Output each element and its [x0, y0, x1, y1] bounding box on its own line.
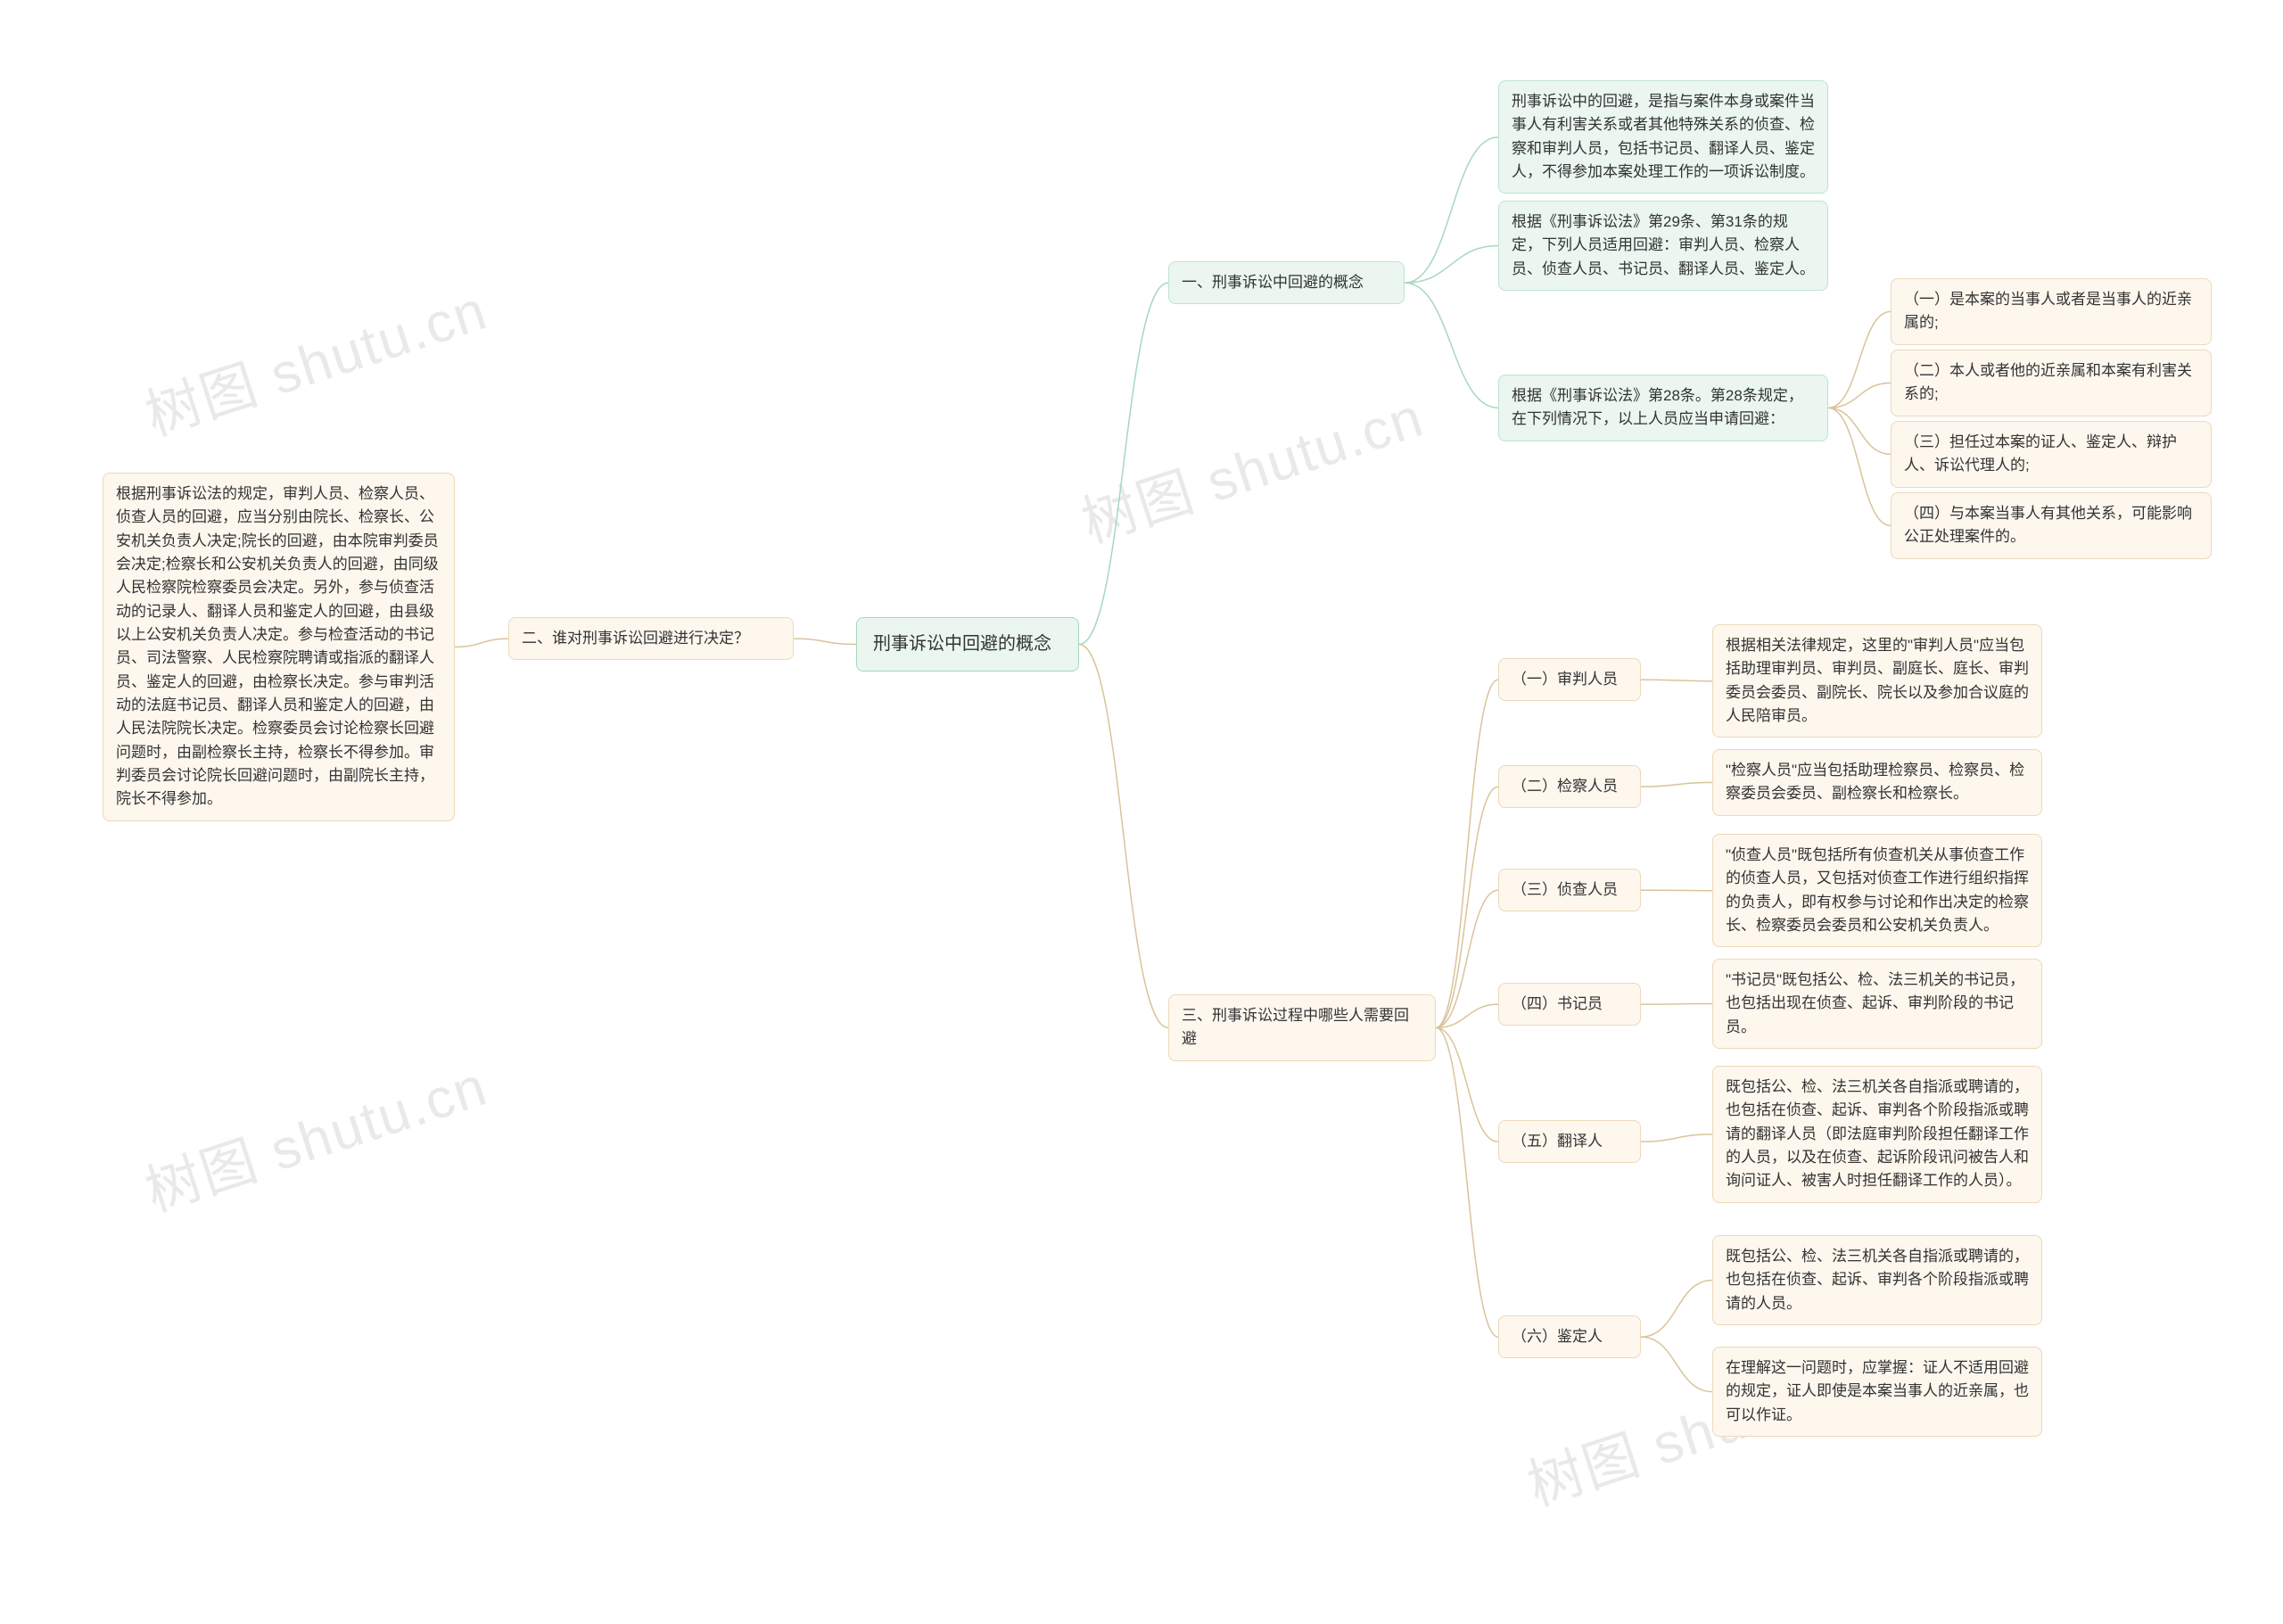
who-judge-desc: 根据相关法律规定，这里的"审判人员"应当包括助理审判员、审判员、副庭长、庭长、审… [1712, 624, 2042, 738]
who-investigator[interactable]: （三）侦查人员 [1498, 869, 1641, 911]
leaf-cond-2: （二）本人或者他的近亲属和本案有利害关系的; [1891, 350, 2212, 416]
who-appraiser-desc2: 在理解这一问题时，应掌握：证人不适用回避的规定，证人即使是本案当事人的近亲属，也… [1712, 1347, 2042, 1437]
who-appraiser[interactable]: （六）鉴定人 [1498, 1315, 1641, 1358]
leaf-cond-1: （一）是本案的当事人或者是当事人的近亲属的; [1891, 278, 2212, 345]
who-clerk[interactable]: （四）书记员 [1498, 983, 1641, 1026]
watermark: 树图 shutu.cn [134, 1041, 496, 1226]
branch-decision[interactable]: 二、谁对刑事诉讼回避进行决定？ [508, 617, 794, 660]
who-prosecutor[interactable]: （二）检察人员 [1498, 765, 1641, 808]
who-prosecutor-desc: "检察人员"应当包括助理检察员、检察员、检察委员会委员、副检察长和检察长。 [1712, 749, 2042, 816]
leaf-concept-scope: 根据《刑事诉讼法》第29条、第31条的规定，下列人员适用回避：审判人员、检察人员… [1498, 201, 1828, 291]
leaf-cond-3: （三）担任过本案的证人、鉴定人、辩护人、诉讼代理人的; [1891, 421, 2212, 488]
branch-concept[interactable]: 一、刑事诉讼中回避的概念 [1168, 261, 1405, 304]
who-clerk-desc: "书记员"既包括公、检、法三机关的书记员，也包括出现在侦查、起诉、审判阶段的书记… [1712, 959, 2042, 1049]
root-node[interactable]: 刑事诉讼中回避的概念 [856, 617, 1079, 672]
who-appraiser-desc1: 既包括公、检、法三机关各自指派或聘请的，也包括在侦查、起诉、审判各个阶段指派或聘… [1712, 1235, 2042, 1325]
who-translator[interactable]: （五）翻译人 [1498, 1120, 1641, 1163]
leaf-concept-conditions: 根据《刑事诉讼法》第28条。第28条规定，在下列情况下，以上人员应当申请回避： [1498, 375, 1828, 441]
watermark: 树图 shutu.cn [134, 265, 496, 450]
leaf-cond-4: （四）与本案当事人有其他关系，可能影响公正处理案件的。 [1891, 492, 2212, 559]
who-investigator-desc: "侦查人员"既包括所有侦查机关从事侦查工作的侦查人员，又包括对侦查工作进行组织指… [1712, 834, 2042, 947]
who-judge[interactable]: （一）审判人员 [1498, 658, 1641, 701]
who-translator-desc: 既包括公、检、法三机关各自指派或聘请的，也包括在侦查、起诉、审判各个阶段指派或聘… [1712, 1066, 2042, 1203]
leaf-concept-def: 刑事诉讼中的回避，是指与案件本身或案件当事人有利害关系或者其他特殊关系的侦查、检… [1498, 80, 1828, 194]
branch-who[interactable]: 三、刑事诉讼过程中哪些人需要回避 [1168, 994, 1436, 1061]
leaf-decision-body: 根据刑事诉讼法的规定，审判人员、检察人员、侦查人员的回避，应当分别由院长、检察长… [103, 473, 455, 821]
watermark: 树图 shutu.cn [1070, 372, 1432, 557]
